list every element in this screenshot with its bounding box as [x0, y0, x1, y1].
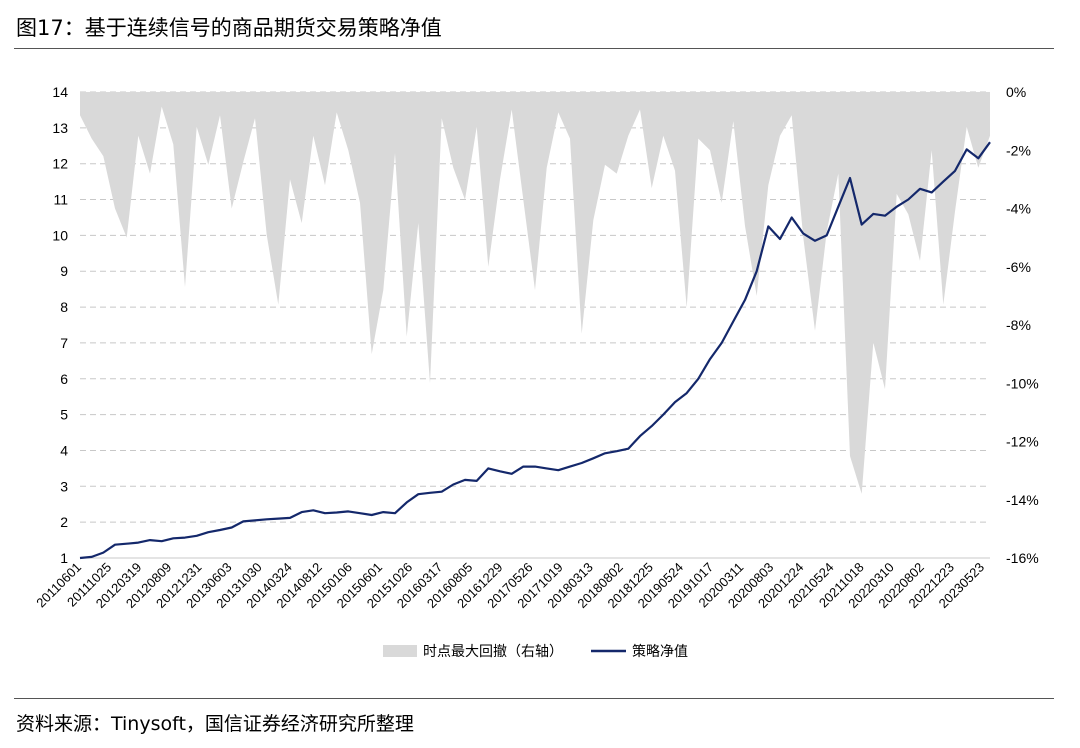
drawdown-area [80, 92, 990, 494]
legend: 时点最大回撤（右轴） 策略净值 [383, 643, 688, 659]
left-tick-label: 2 [60, 514, 68, 530]
legend-label-drawdown: 时点最大回撤（右轴） [423, 643, 563, 659]
drawdown-area-layer [80, 92, 990, 494]
right-tick-label: -2% [1006, 142, 1031, 158]
left-tick-label: 4 [60, 442, 68, 458]
left-tick-label: 3 [60, 478, 68, 494]
figure-title: 图17：基于连续信号的商品期货交易策略净值 [16, 16, 442, 40]
right-tick-label: -4% [1006, 201, 1031, 217]
left-tick-label: 11 [53, 192, 68, 208]
left-tick-label: 12 [52, 156, 68, 172]
right-tick-label: -10% [1006, 375, 1039, 391]
nav-line-layer [79, 141, 991, 560]
title-divider [14, 48, 1054, 49]
legend-label-nav: 策略净值 [632, 643, 688, 659]
right-tick-label: -12% [1006, 434, 1039, 450]
right-tick-label: -16% [1006, 550, 1039, 566]
left-tick-label: 14 [52, 84, 68, 100]
right-tick-label: -6% [1006, 259, 1031, 275]
right-tick-label: 0% [1006, 84, 1026, 100]
left-tick-label: 7 [60, 335, 68, 351]
source-note: 资料来源：Tinysoft，国信证券经济研究所整理 [16, 713, 414, 735]
legend-swatch-drawdown [383, 645, 417, 657]
source-divider [14, 698, 1054, 699]
left-tick-label: 10 [52, 227, 68, 243]
left-tick-label: 5 [60, 407, 68, 423]
right-tick-label: -14% [1006, 492, 1039, 508]
nav-line [79, 141, 991, 560]
right-axis-ticks: 0% -2% -4% -6% -8% -10% -12% -14% -16% [1006, 84, 1039, 566]
left-tick-label: 6 [60, 371, 68, 387]
right-tick-label: -8% [1006, 317, 1031, 333]
left-tick-label: 13 [52, 120, 68, 136]
left-tick-label: 8 [60, 299, 68, 315]
left-tick-label: 1 [60, 550, 68, 566]
left-tick-label: 9 [60, 263, 68, 279]
x-axis-ticks: 2011060120111025201203192012080920121231… [33, 560, 987, 612]
